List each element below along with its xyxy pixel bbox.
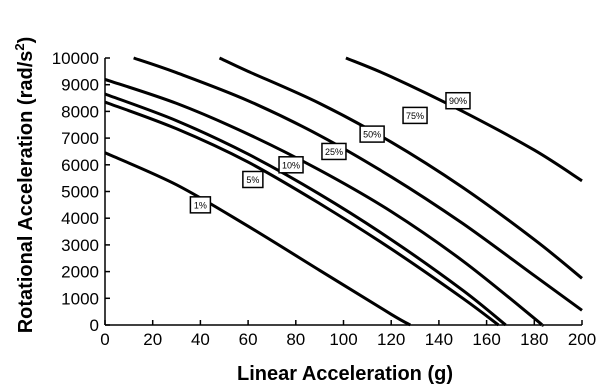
x-tick-label: 120 [377,330,405,349]
y-tick-label: 10000 [52,49,99,68]
x-tick-label: 20 [143,330,162,349]
series-line [104,151,412,327]
x-tick-label: 200 [568,330,596,349]
y-tick-label: 6000 [61,156,99,175]
series-line [104,77,544,327]
series-line [104,100,500,327]
series-curves [104,56,583,327]
series-label-box [445,91,471,110]
y-tick-label: 9000 [61,76,99,95]
series-line [104,92,507,327]
x-tick-label: 160 [472,330,500,349]
x-tick-label: 0 [100,330,109,349]
series-line [345,56,583,183]
series-label: 50% [363,130,381,140]
y-tick-label: 4000 [61,209,99,228]
series-label-box [242,170,264,189]
y-tick-label: 2000 [61,263,99,282]
y-tick-label: 8000 [61,102,99,121]
y-axis-title-end: ) [15,37,37,44]
series-label-box [321,142,347,161]
series-label-box [189,196,212,214]
x-tick-label: 180 [520,330,548,349]
x-tick-label: 40 [191,330,210,349]
series-labels: 1% 5% 10% 25% 50% 75% 90% [189,91,471,214]
series-label: 90% [449,96,467,106]
x-tick-label: 80 [286,330,305,349]
y-tick-label: 0 [90,316,99,335]
y-tick-label: 7000 [61,129,99,148]
y-axis-title-superscript: 2 [12,43,27,50]
x-tick-label: 140 [425,330,453,349]
series-label: 10% [282,160,300,170]
series-label-box [402,106,428,125]
y-axis-title-main: Rotational Acceleration (rad/s [15,51,37,334]
series-label: 25% [325,147,343,157]
series-label: 1% [194,200,207,210]
x-tick-label: 60 [239,330,258,349]
y-tick-label: 5000 [61,183,99,202]
y-axis-ticks: 0 1000 2000 3000 4000 5000 6000 7000 8000 9000 100… [52,49,110,335]
x-axis-ticks: 0 20 40 60 80 100 120 140 160 180 200 [100,320,596,349]
series-label-box [278,156,304,174]
series-line [133,56,583,312]
x-axis-title: Linear Acceleration (g) [237,363,453,385]
x-tick-label: 100 [329,330,357,349]
y-axis-title: Rotational Acceleration (rad/s2) [12,37,37,334]
y-tick-label: 1000 [61,289,99,308]
series-label: 5% [246,175,259,185]
y-tick-label: 3000 [61,236,99,255]
series-label: 75% [406,111,424,121]
series-line [218,56,583,280]
series-label-box [359,125,385,143]
